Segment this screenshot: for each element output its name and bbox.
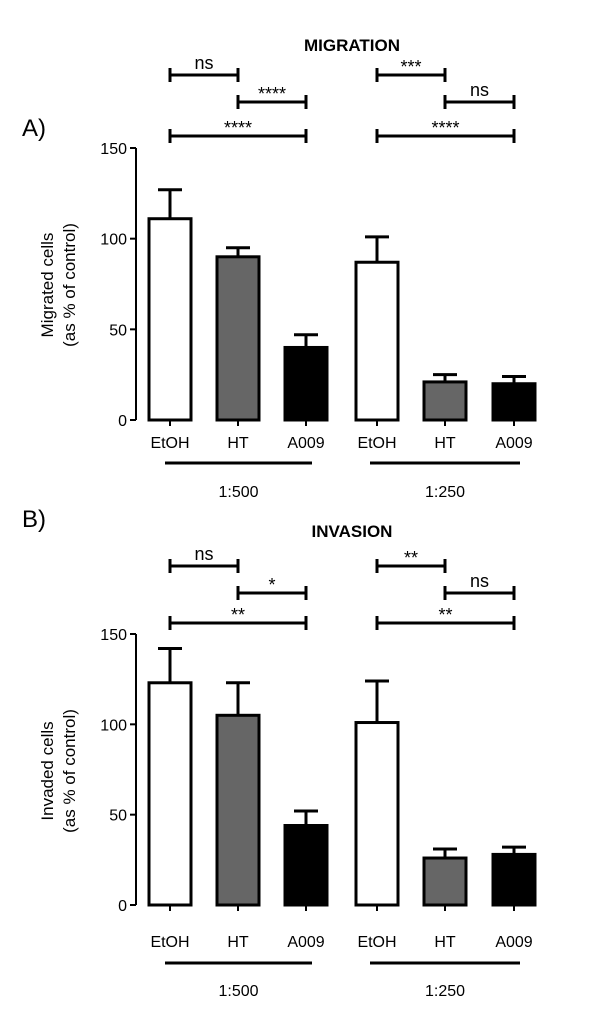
bar-a009 [283, 824, 329, 907]
panel-label-a: A) [22, 115, 46, 142]
significance-label: ** [438, 605, 452, 625]
group-label: 1:500 [218, 983, 258, 1000]
x-category-label: HT [227, 435, 249, 452]
invasion-panel: B) INVASION Invaded cells (as % of contr… [22, 506, 537, 1000]
group-label: 1:250 [425, 484, 465, 501]
x-category-label: HT [227, 934, 249, 951]
bar-etoh [147, 217, 193, 422]
y-axis-label-line-1: Invaded cells [38, 721, 57, 820]
bar-ht [215, 255, 261, 422]
group-label: 1:500 [218, 484, 258, 501]
y-tick-label: 150 [100, 141, 127, 158]
significance-label: **** [224, 118, 252, 138]
significance-label: **** [431, 118, 459, 138]
bar-a009 [491, 382, 537, 422]
x-category-label: HT [434, 435, 456, 452]
bar-ht [422, 380, 468, 422]
y-axis-label-line-2: (as % of control) [60, 709, 79, 833]
y-tick-label: 50 [109, 322, 127, 339]
x-category-label: EtOH [357, 934, 396, 951]
significance-label: **** [258, 84, 286, 104]
x-category-label: A009 [287, 435, 324, 452]
panel-title-invasion: INVASION [312, 522, 393, 541]
x-category-label: EtOH [357, 435, 396, 452]
y-tick-label: 100 [100, 717, 127, 734]
x-category-label: A009 [287, 934, 324, 951]
significance-label: ns [194, 544, 213, 564]
y-axis-label-line-2: (as % of control) [60, 223, 79, 347]
migration-panel: A) MIGRATION Migrated cells (as % of con… [22, 36, 537, 501]
group-label: 1:250 [425, 983, 465, 1000]
bar-ht [422, 856, 468, 907]
y-tick-label: 100 [100, 232, 127, 249]
x-category-label: EtOH [150, 934, 189, 951]
x-category-label: EtOH [150, 435, 189, 452]
significance-label: ** [404, 548, 418, 568]
y-tick-label: 0 [118, 413, 127, 430]
x-category-label: HT [434, 934, 456, 951]
bar-etoh [354, 721, 400, 907]
significance-label: * [268, 575, 275, 595]
significance-label: ns [194, 53, 213, 73]
x-category-label: A009 [495, 435, 532, 452]
significance-label: *** [400, 57, 421, 77]
panel-label-b: B) [22, 506, 46, 533]
y-tick-label: 50 [109, 808, 127, 825]
significance-label: ** [231, 605, 245, 625]
bar-a009 [491, 852, 537, 907]
significance-label: ns [470, 80, 489, 100]
bar-etoh [147, 681, 193, 907]
y-tick-label: 150 [100, 627, 127, 644]
panel-title-migration: MIGRATION [304, 36, 400, 55]
bar-ht [215, 713, 261, 907]
y-tick-label: 0 [118, 898, 127, 915]
y-axis-label-line-1: Migrated cells [38, 233, 57, 338]
bar-etoh [354, 260, 400, 422]
bar-a009 [283, 345, 329, 422]
x-category-label: A009 [495, 934, 532, 951]
significance-label: ns [470, 571, 489, 591]
